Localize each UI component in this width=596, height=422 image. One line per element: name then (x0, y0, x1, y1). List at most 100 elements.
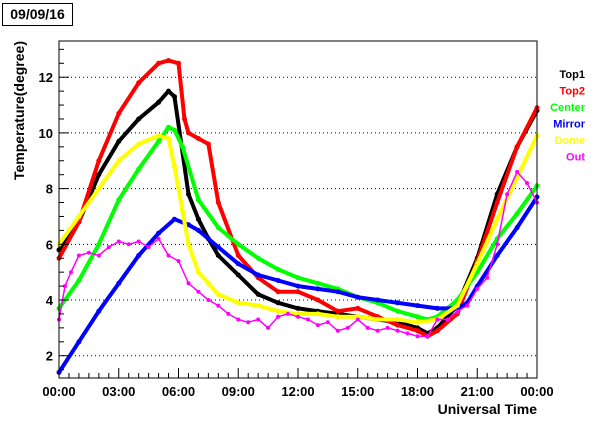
data-point (335, 314, 341, 320)
data-point (315, 280, 321, 286)
data-point (335, 289, 341, 295)
x-tick-label: 15:00 (341, 384, 374, 399)
y-tick-label: 4 (46, 293, 54, 308)
data-point (215, 225, 221, 231)
data-point (375, 317, 381, 322)
data-point (215, 253, 221, 258)
data-point (215, 244, 221, 250)
data-point (275, 278, 281, 283)
data-point (375, 297, 381, 303)
data-point (395, 328, 400, 333)
data-point (136, 116, 142, 122)
data-point (96, 308, 102, 314)
data-point (236, 317, 241, 322)
data-point (306, 317, 310, 322)
data-point (255, 291, 261, 297)
data-point (454, 303, 460, 309)
data-point (116, 239, 121, 244)
x-tick-label: 12:00 (281, 384, 314, 399)
data-point (275, 300, 281, 306)
data-point (494, 200, 500, 205)
data-point (494, 253, 500, 258)
data-point (126, 242, 131, 247)
data-point (235, 261, 241, 267)
data-point (505, 192, 510, 197)
data-point (215, 200, 221, 205)
x-tick-label: 09:00 (222, 384, 255, 399)
data-point (335, 328, 340, 333)
data-point (156, 230, 162, 236)
data-point (166, 88, 171, 94)
data-point (395, 317, 401, 322)
data-point (415, 328, 420, 334)
series-top1 (56, 88, 540, 336)
data-point (365, 325, 370, 330)
data-point (295, 275, 301, 281)
x-tick-label: 21:00 (461, 384, 494, 399)
data-point (246, 320, 251, 325)
axis-ticks: 2 4 6 8 10 12 00:00 03:00 06:00 09:00 12:00 15:00 18… (39, 48, 554, 399)
data-point (216, 303, 221, 308)
data-point (76, 339, 82, 345)
legend-item: Top2 (560, 86, 585, 98)
legend: Top1 Top2 Center Mirror Dome Out (550, 69, 586, 164)
data-point (315, 311, 321, 317)
data-point (266, 325, 271, 330)
data-point (76, 253, 81, 258)
data-point (355, 305, 361, 311)
data-point (186, 241, 191, 247)
data-point (96, 186, 102, 192)
data-point (180, 144, 185, 150)
data-point (166, 124, 171, 130)
data-point (176, 259, 181, 263)
data-point (156, 60, 162, 66)
data-point (116, 158, 122, 164)
data-point (296, 314, 300, 319)
y-tick-label: 12 (39, 70, 53, 85)
data-point (295, 289, 301, 295)
data-point (235, 241, 241, 247)
data-point (63, 284, 67, 289)
x-tick-label: 06:00 (162, 384, 195, 399)
series-top2 (56, 58, 540, 339)
x-tick-label: 00:00 (42, 384, 75, 399)
data-point (96, 158, 102, 164)
data-point (375, 328, 380, 333)
data-point (315, 297, 321, 303)
data-point (195, 136, 201, 141)
x-axis-title: Universal Time (438, 401, 538, 417)
y-tick-label: 8 (46, 182, 53, 197)
y-tick-label: 2 (46, 349, 53, 364)
data-point (116, 197, 122, 203)
data-point (116, 138, 122, 144)
data-point (415, 334, 420, 339)
data-point (295, 283, 301, 289)
data-point (514, 144, 520, 150)
data-point (136, 80, 142, 86)
data-point (195, 269, 201, 275)
data-point (172, 216, 177, 222)
legend-item: Dome (554, 135, 585, 147)
data-point (514, 211, 520, 217)
data-point (514, 225, 520, 231)
data-point (415, 303, 420, 309)
legend-item: Out (566, 152, 585, 164)
data-point (195, 227, 201, 233)
y-axis-title: Temperature(degree) (11, 41, 27, 180)
data-point (136, 141, 142, 147)
data-point (69, 270, 73, 275)
data-point (186, 130, 191, 136)
data-point (415, 319, 420, 325)
data-point (255, 272, 261, 278)
data-point (275, 289, 281, 295)
data-point (215, 291, 221, 297)
data-point (166, 136, 171, 141)
data-point (275, 308, 281, 314)
data-point (136, 166, 142, 172)
data-point (455, 309, 460, 314)
data-point (196, 289, 201, 294)
data-point (106, 245, 111, 250)
data-point (255, 303, 261, 309)
data-point (172, 163, 177, 169)
data-point (275, 266, 281, 272)
